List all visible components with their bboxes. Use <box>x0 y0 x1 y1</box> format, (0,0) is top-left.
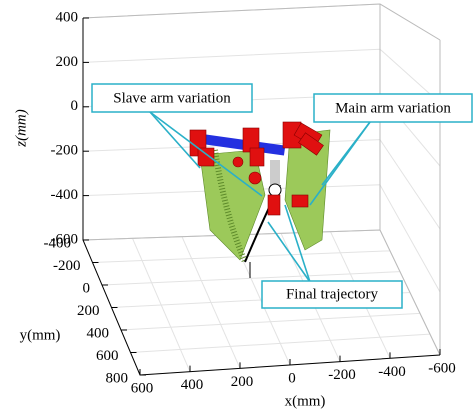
chart: Slave arm variation Main arm variation F… <box>0 0 476 412</box>
y-tick-label: 200 <box>77 303 100 319</box>
y-axis-label: y(mm) <box>20 327 61 343</box>
z-tick-label: 200 <box>56 54 79 70</box>
y-tick-label: 0 <box>83 280 91 296</box>
slave-surface <box>200 150 265 260</box>
y-tick-label: -400 <box>44 235 72 251</box>
joint-cyl <box>250 148 264 166</box>
x-axis-label: x(mm) <box>285 393 326 409</box>
z-tick-label: -200 <box>51 143 79 159</box>
x-tick-label: 600 <box>131 380 154 396</box>
joint-ball <box>233 157 243 167</box>
x-tick-label: -200 <box>328 367 356 383</box>
box-top <box>83 4 440 40</box>
x-tick-label: -400 <box>378 364 406 380</box>
y-tick-label: 600 <box>96 348 119 364</box>
joint-ball <box>249 172 261 184</box>
x-tick-label: 0 <box>288 370 296 386</box>
z-tick-label: 400 <box>56 9 79 25</box>
joint <box>269 184 281 196</box>
z-tick-label: 0 <box>71 98 79 114</box>
annotation: Final trajectory <box>286 286 379 302</box>
x-tick-label: -600 <box>428 360 456 376</box>
y-tick-label: 800 <box>106 370 129 386</box>
x-tick-label: 400 <box>181 377 204 393</box>
joint-cyl <box>292 195 308 207</box>
z-tick-label: -400 <box>51 187 79 203</box>
z-axis-label: z(mm) <box>13 109 29 148</box>
x-tick-label: 200 <box>231 374 254 390</box>
annotation: Main arm variation <box>335 100 451 116</box>
annotation-boxes: Slave arm variation Main arm variation F… <box>92 84 472 308</box>
y-tick-label: -200 <box>53 258 81 274</box>
annotation: Slave arm variation <box>113 90 231 106</box>
y-tick-label: 400 <box>87 325 110 341</box>
joint-cyl <box>268 195 280 215</box>
